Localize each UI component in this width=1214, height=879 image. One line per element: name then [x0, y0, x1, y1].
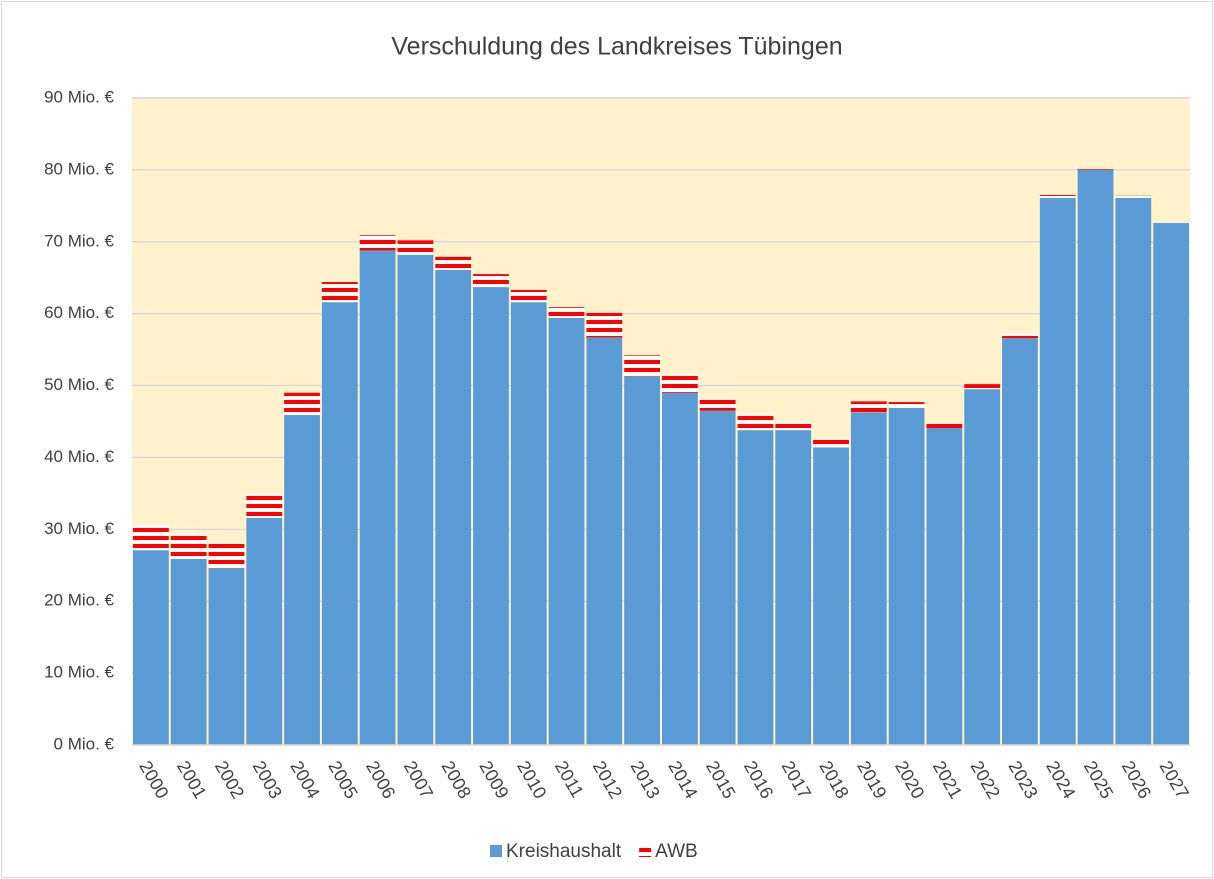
bar-segment: [1115, 195, 1152, 198]
bar: [1115, 197, 1152, 746]
bar: [284, 415, 320, 745]
bar: [133, 550, 169, 745]
bar-segment: [170, 534, 207, 559]
legend-label: AWB: [655, 841, 698, 862]
y-tick-label: 60 Mio. €: [44, 303, 114, 322]
y-tick-label: 0 Mio. €: [54, 734, 115, 753]
y-tick-label: 90 Mio. €: [44, 87, 114, 106]
bar-segment: [397, 240, 434, 255]
bar-segment: [510, 289, 547, 303]
bar: [435, 269, 472, 745]
bar-segment: [208, 542, 245, 569]
bar: [321, 302, 358, 745]
bar-segment: [964, 384, 1001, 390]
bar: [1039, 197, 1076, 746]
bar-segment: [435, 256, 472, 270]
bar-segment: [548, 307, 585, 318]
legend-swatch: [490, 845, 502, 857]
bar: [208, 568, 245, 745]
bar-segment: [850, 401, 887, 413]
bar: [473, 287, 509, 745]
bar: [548, 317, 585, 745]
bar: [850, 412, 887, 745]
y-tick-label: 20 Mio. €: [44, 591, 114, 610]
bar-segment: [662, 374, 698, 393]
bar-segment: [775, 422, 812, 431]
bar: [397, 254, 434, 745]
y-tick-label: 80 Mio. €: [44, 159, 114, 178]
bar-segment: [133, 525, 169, 551]
bar-segment: [1002, 333, 1038, 339]
bar-segment: [737, 414, 774, 431]
y-tick-label: 50 Mio. €: [44, 375, 114, 394]
bar-segment: [321, 282, 358, 303]
bar: [510, 302, 547, 745]
bar-segment: [699, 399, 736, 411]
bar: [359, 250, 396, 745]
chart-title: Verschuldung des Landkreises Tübingen: [391, 33, 842, 61]
bar-segment: [813, 438, 849, 448]
bar-segment: [359, 235, 396, 251]
bar: [1153, 223, 1189, 745]
bar-segment: [284, 392, 320, 416]
bar: [888, 407, 925, 745]
bar-segment: [888, 402, 925, 408]
y-tick-label: 30 Mio. €: [44, 519, 114, 538]
y-tick-label: 40 Mio. €: [44, 447, 114, 466]
bar: [775, 430, 812, 745]
bar: [926, 427, 963, 745]
bar-segment: [586, 312, 623, 338]
legend-swatch: [639, 845, 652, 857]
bar: [246, 517, 283, 745]
legend-label: Kreishaushalt: [506, 841, 622, 862]
bar: [699, 410, 736, 745]
y-tick-label: 10 Mio. €: [44, 663, 114, 682]
bar: [737, 430, 774, 745]
bar: [662, 392, 698, 745]
bar-segment: [246, 494, 283, 518]
bar-segment: [1039, 195, 1076, 198]
bar: [1077, 169, 1114, 745]
bar: [586, 337, 623, 745]
bar-segment: [926, 422, 963, 428]
bar-segment: [1077, 169, 1114, 170]
bar-segment: [624, 355, 660, 377]
bar-segment: [473, 274, 509, 288]
bar: [813, 447, 849, 745]
bar: [1002, 338, 1038, 745]
y-tick-label: 70 Mio. €: [44, 231, 114, 250]
bar: [170, 558, 207, 745]
bar: [624, 376, 660, 745]
bar: [964, 389, 1001, 745]
